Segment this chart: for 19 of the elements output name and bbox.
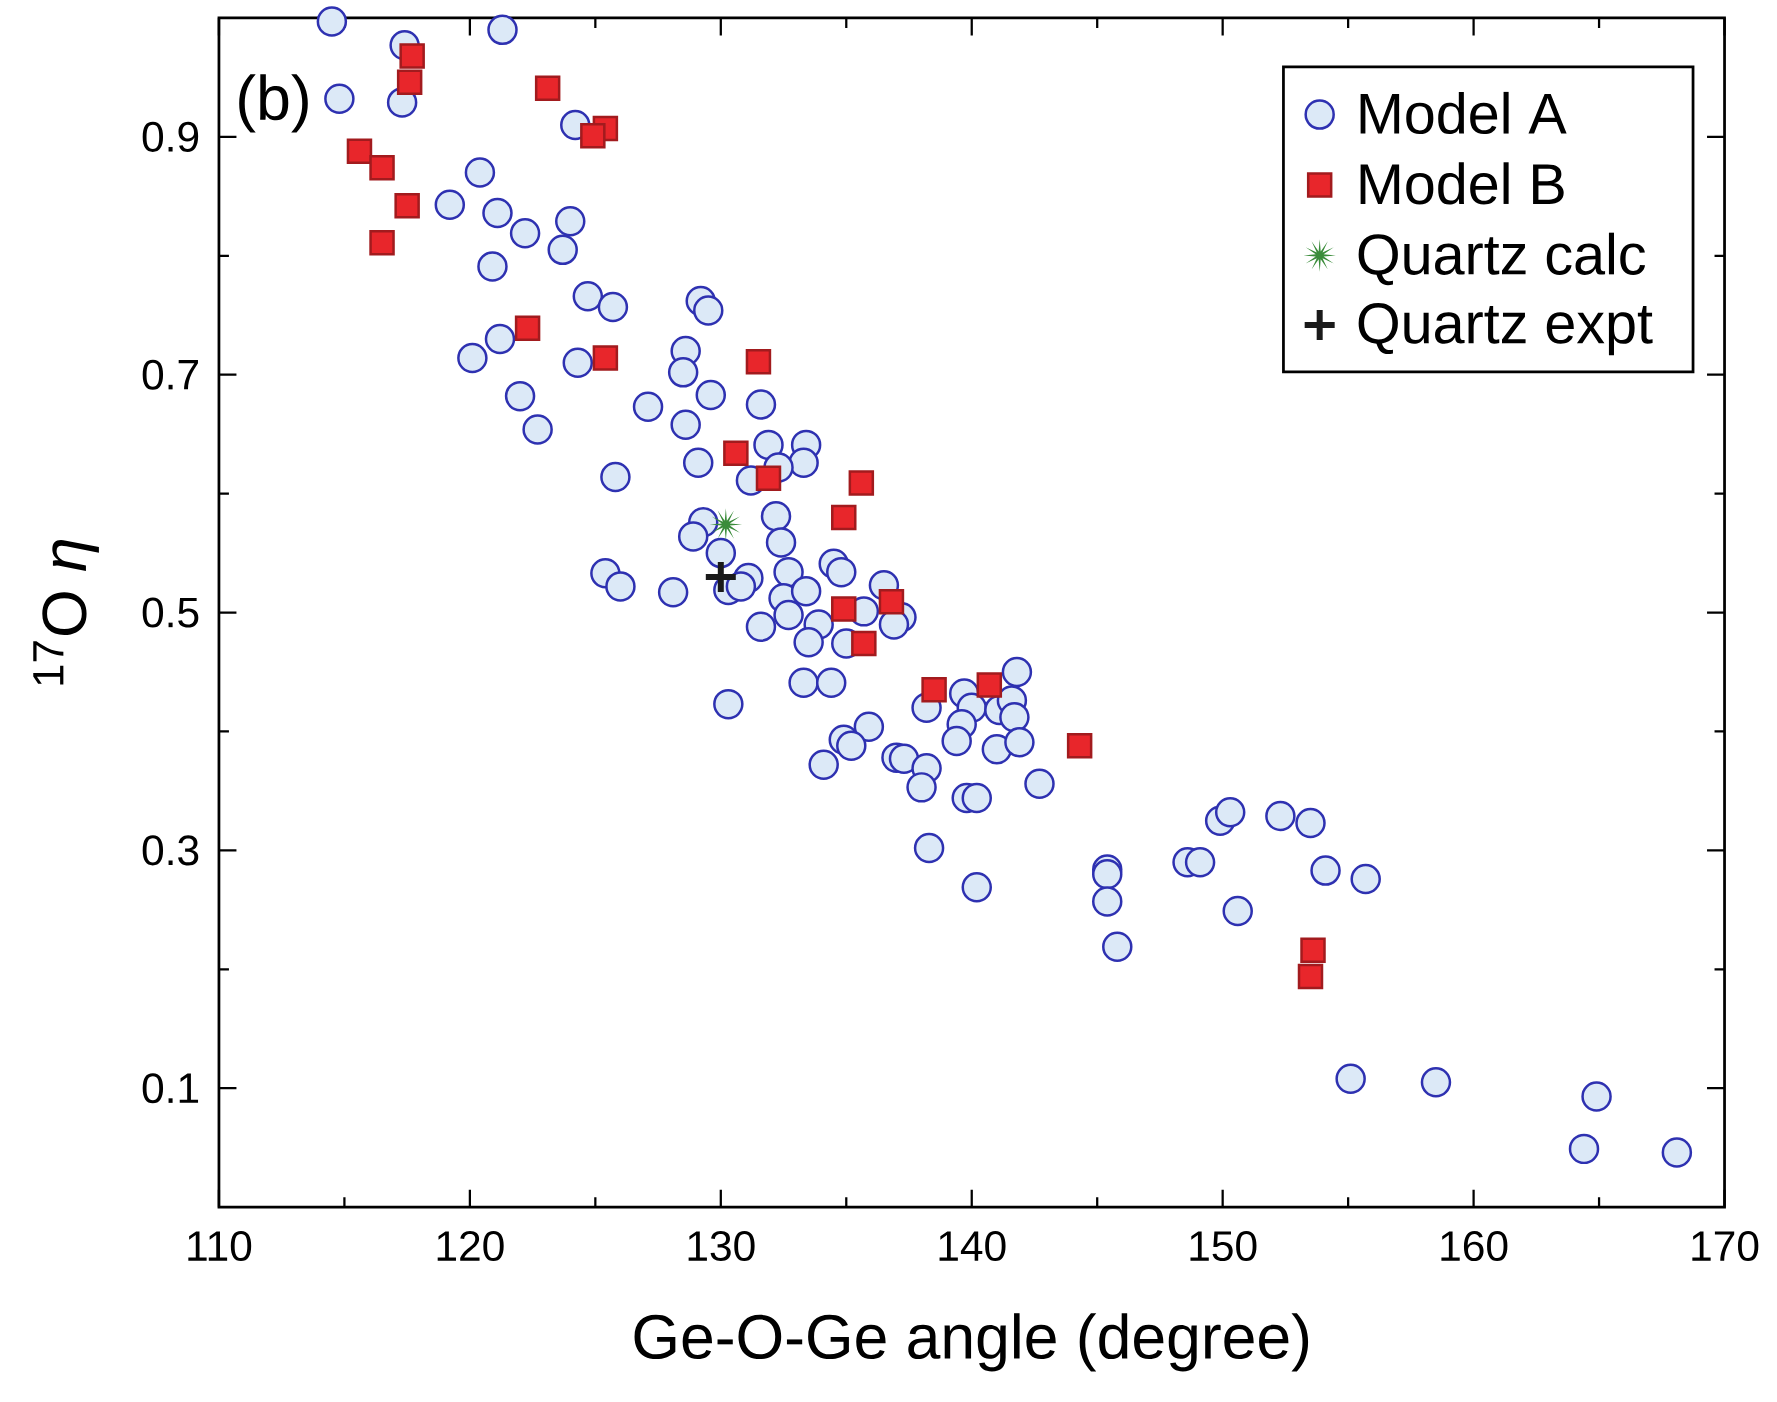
x-tick-label: 160 (1441, 1230, 1508, 1262)
y-tick-label: 0.1 (142, 1073, 199, 1104)
x-tick-label: 110 (188, 1230, 252, 1262)
y-axis-title: $^{17}$O η (33, 540, 99, 685)
x-tick-label: 130 (688, 1230, 755, 1262)
legend-label: Quartz expt (1358, 303, 1653, 356)
x-axis-title: Ge-O-Ge angle (degree) (634, 1313, 1309, 1372)
y-tick-label: 0.5 (142, 597, 199, 628)
legend-label: Model B (1360, 162, 1564, 205)
legend-label: Quartz calc (1358, 232, 1646, 286)
y-tick-label: 0.7 (142, 359, 198, 390)
x-tick-label: 170 (1692, 1230, 1759, 1262)
y-tick-label: 0.9 (142, 121, 199, 152)
x-tick-label: 140 (939, 1230, 1006, 1262)
y-tick-label: 0.3 (142, 835, 199, 866)
annotation: (b) (239, 74, 308, 133)
x-tick-label: 150 (1190, 1230, 1257, 1262)
x-tick-label: 120 (437, 1230, 504, 1262)
legend-label: Model A (1360, 91, 1567, 135)
